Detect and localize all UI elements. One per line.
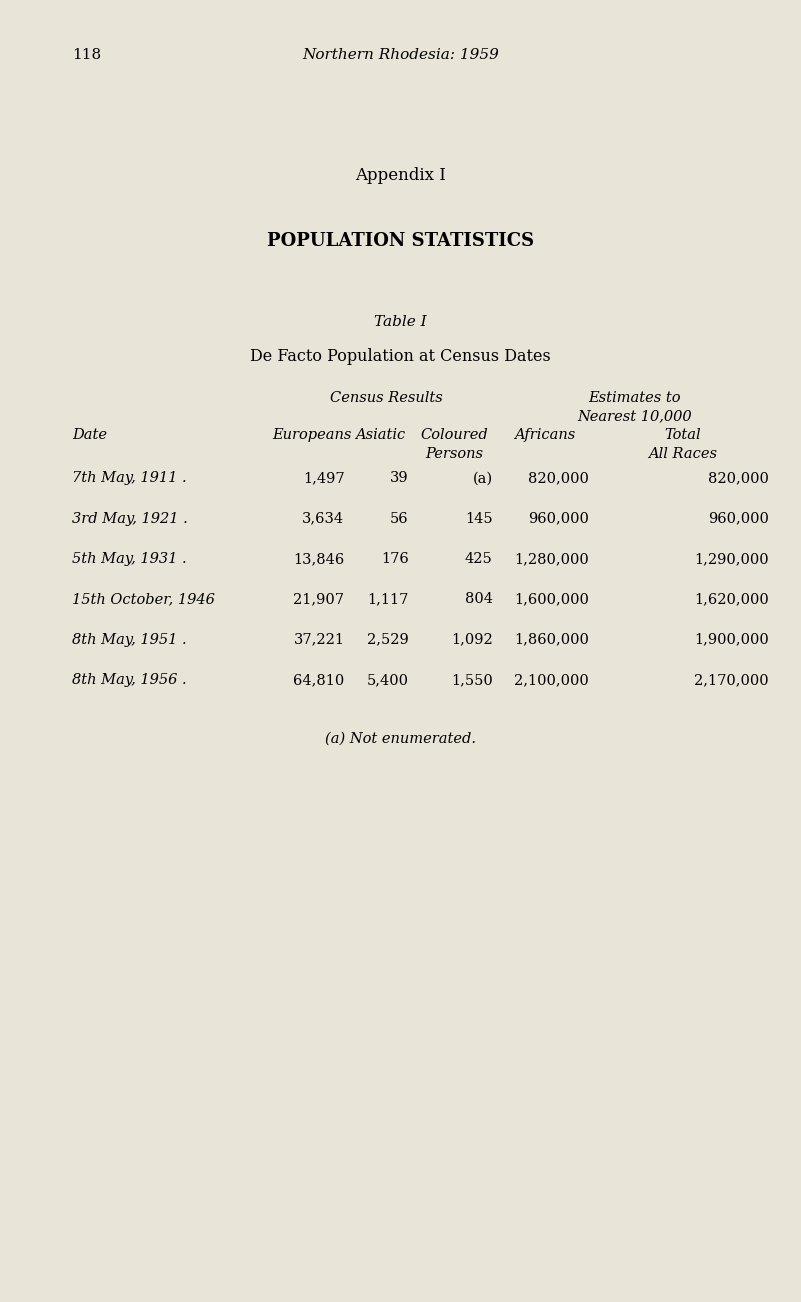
Text: 8th May, 1951 .: 8th May, 1951 . bbox=[72, 633, 187, 647]
Text: 1,900,000: 1,900,000 bbox=[694, 633, 769, 647]
Text: 8th May, 1956 .: 8th May, 1956 . bbox=[72, 673, 187, 687]
Text: 13,846: 13,846 bbox=[293, 552, 344, 566]
Text: Asiatic: Asiatic bbox=[356, 428, 405, 443]
Text: De Facto Population at Census Dates: De Facto Population at Census Dates bbox=[250, 348, 551, 365]
Text: 37,221: 37,221 bbox=[293, 633, 344, 647]
Text: 804: 804 bbox=[465, 592, 493, 607]
Text: 1,290,000: 1,290,000 bbox=[694, 552, 769, 566]
Text: 7th May, 1911 .: 7th May, 1911 . bbox=[72, 471, 187, 486]
Text: (a) Not enumerated.: (a) Not enumerated. bbox=[325, 732, 476, 746]
Text: 1,620,000: 1,620,000 bbox=[694, 592, 769, 607]
Text: Table I: Table I bbox=[374, 315, 427, 329]
Text: 960,000: 960,000 bbox=[528, 512, 589, 526]
Text: Coloured: Coloured bbox=[421, 428, 489, 443]
Text: 56: 56 bbox=[390, 512, 409, 526]
Text: 1,550: 1,550 bbox=[451, 673, 493, 687]
Text: 5,400: 5,400 bbox=[367, 673, 409, 687]
Text: 145: 145 bbox=[465, 512, 493, 526]
Text: 118: 118 bbox=[72, 48, 101, 62]
Text: 39: 39 bbox=[390, 471, 409, 486]
Text: POPULATION STATISTICS: POPULATION STATISTICS bbox=[267, 232, 534, 250]
Text: 2,170,000: 2,170,000 bbox=[694, 673, 769, 687]
Text: Persons: Persons bbox=[425, 447, 484, 461]
Text: Estimates to: Estimates to bbox=[589, 391, 681, 405]
Text: 820,000: 820,000 bbox=[708, 471, 769, 486]
Text: 1,497: 1,497 bbox=[303, 471, 344, 486]
Text: Africans: Africans bbox=[514, 428, 575, 443]
Text: 2,100,000: 2,100,000 bbox=[514, 673, 589, 687]
Text: 21,907: 21,907 bbox=[293, 592, 344, 607]
Text: Northern Rhodesia: 1959: Northern Rhodesia: 1959 bbox=[302, 48, 499, 62]
Text: (a): (a) bbox=[473, 471, 493, 486]
Text: 176: 176 bbox=[380, 552, 409, 566]
Text: 425: 425 bbox=[465, 552, 493, 566]
Text: 820,000: 820,000 bbox=[528, 471, 589, 486]
Text: Europeans: Europeans bbox=[272, 428, 352, 443]
Text: Appendix I: Appendix I bbox=[355, 167, 446, 184]
Text: Nearest 10,000: Nearest 10,000 bbox=[578, 409, 692, 423]
Text: All Races: All Races bbox=[648, 447, 718, 461]
Text: 3rd May, 1921 .: 3rd May, 1921 . bbox=[72, 512, 188, 526]
Text: 1,280,000: 1,280,000 bbox=[514, 552, 589, 566]
Text: 1,860,000: 1,860,000 bbox=[514, 633, 589, 647]
Text: 5th May, 1931 .: 5th May, 1931 . bbox=[72, 552, 187, 566]
Text: 15th October, 1946: 15th October, 1946 bbox=[72, 592, 215, 607]
Text: 1,600,000: 1,600,000 bbox=[514, 592, 589, 607]
Text: 1,092: 1,092 bbox=[451, 633, 493, 647]
Text: 960,000: 960,000 bbox=[708, 512, 769, 526]
Text: 1,117: 1,117 bbox=[367, 592, 409, 607]
Text: 2,529: 2,529 bbox=[367, 633, 409, 647]
Text: Total: Total bbox=[665, 428, 701, 443]
Text: 3,634: 3,634 bbox=[302, 512, 344, 526]
Text: 64,810: 64,810 bbox=[293, 673, 344, 687]
Text: Date: Date bbox=[72, 428, 107, 443]
Text: Census Results: Census Results bbox=[330, 391, 443, 405]
